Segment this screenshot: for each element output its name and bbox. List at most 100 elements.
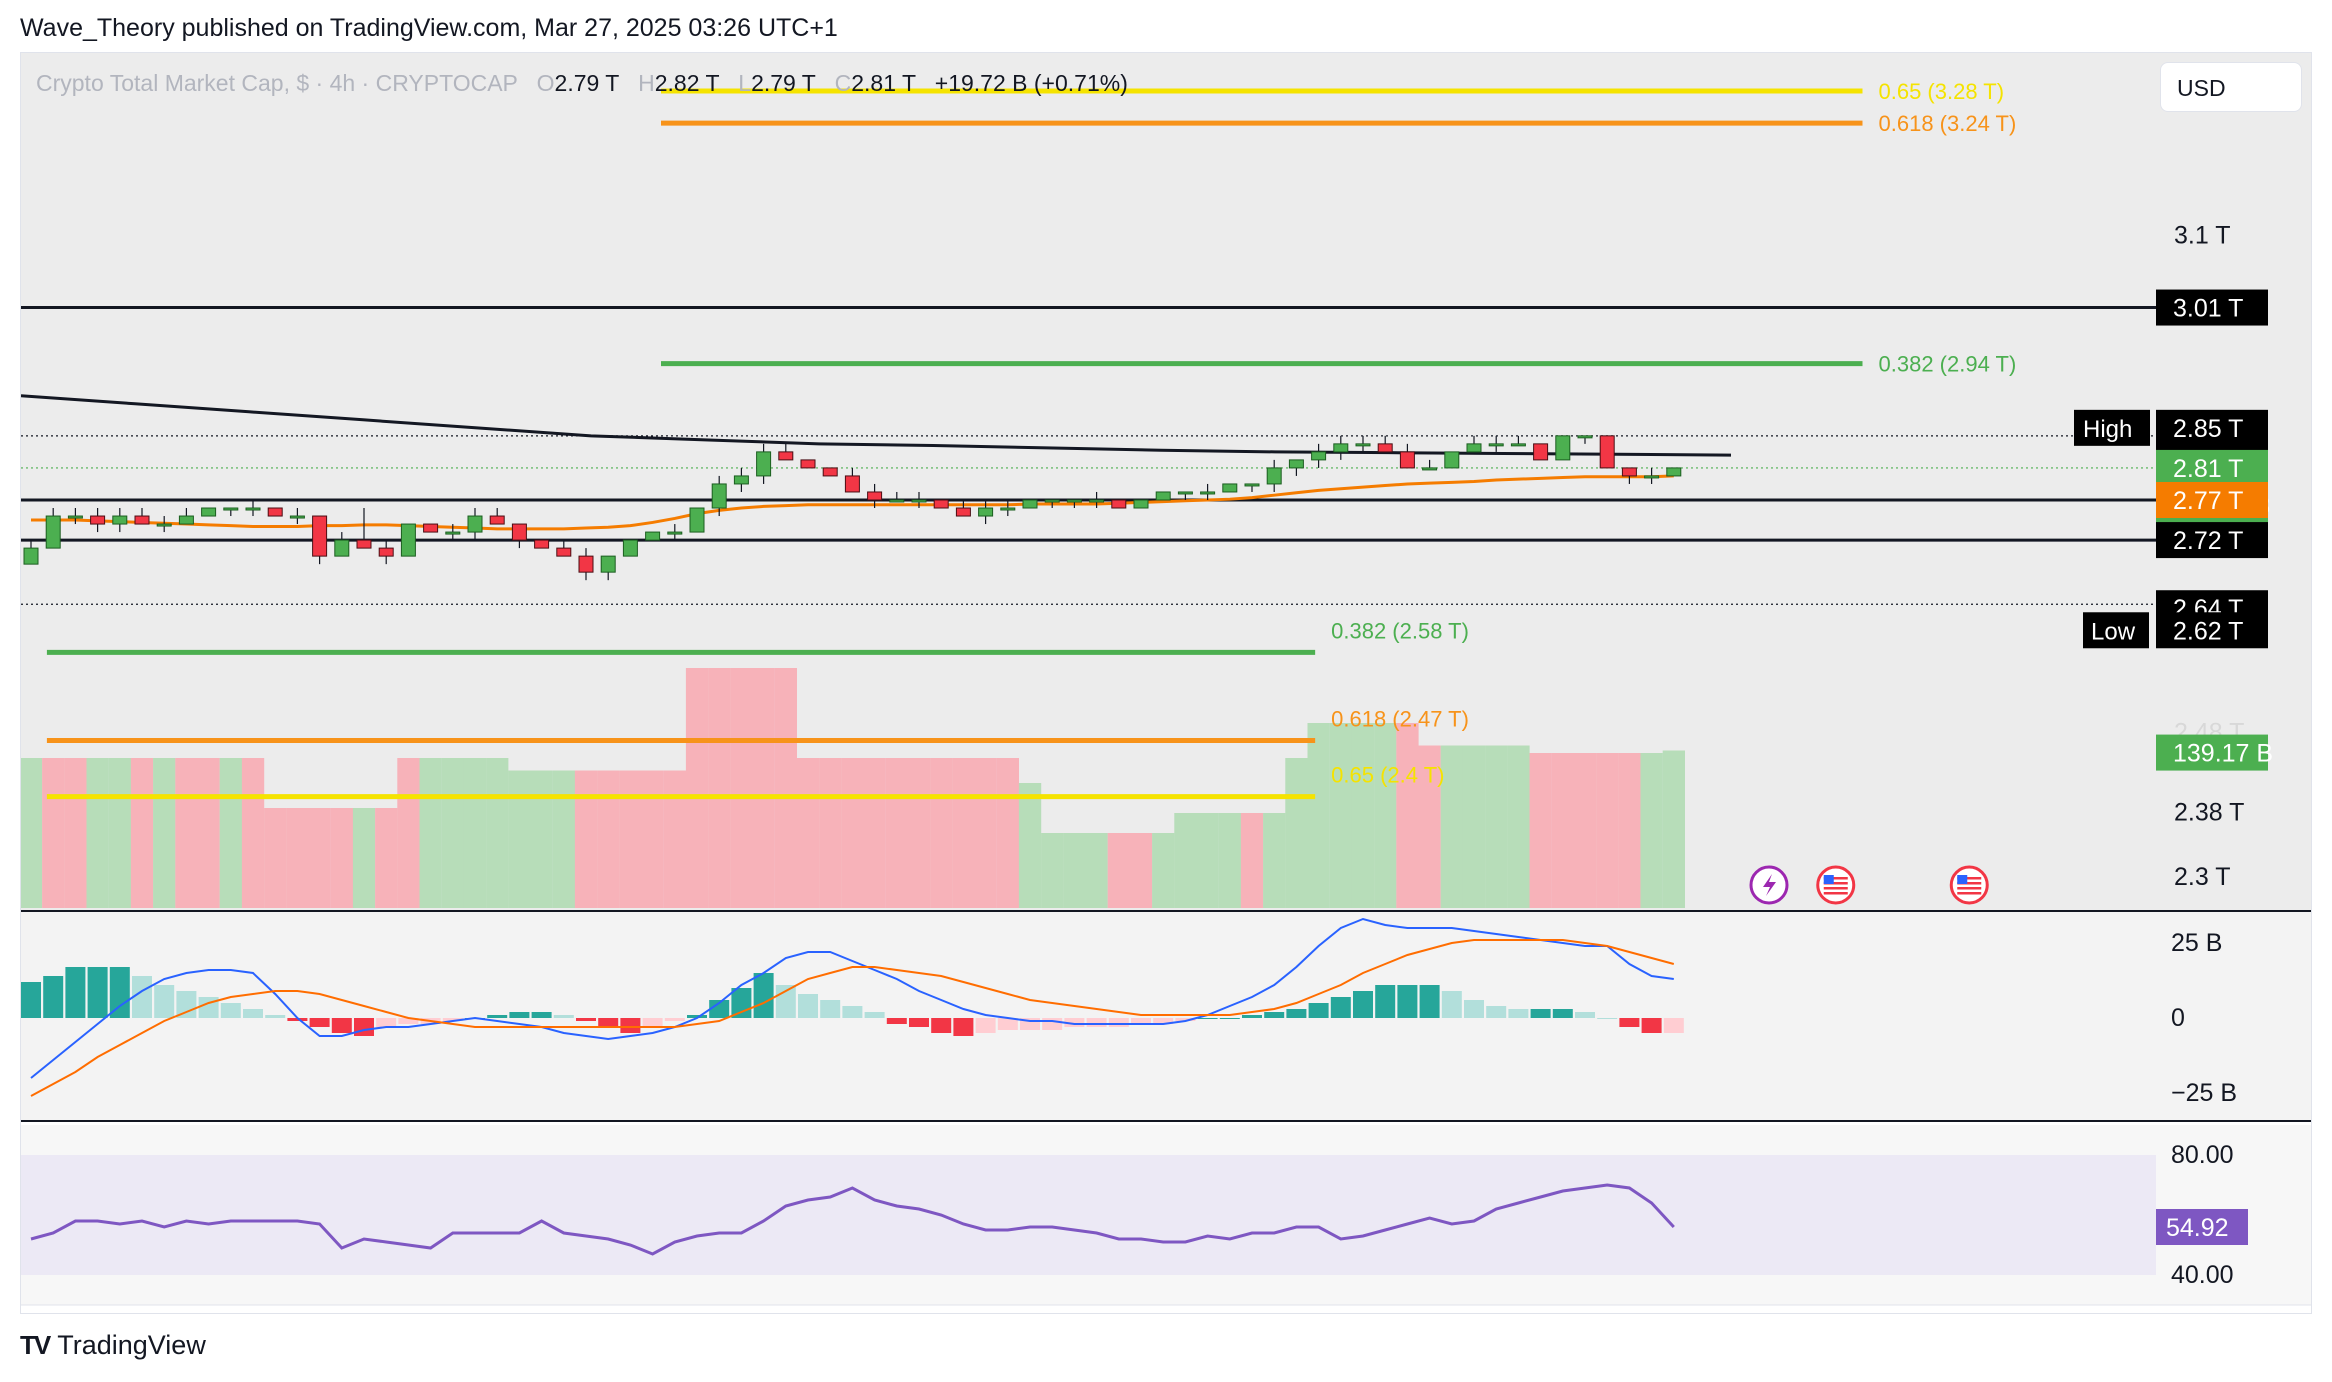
candle-body	[1466, 443, 1482, 453]
price-chart[interactable]: 0.65 (3.28 T) 0.618 (3.24 T) 0.382 (2.94 T…	[21, 53, 2311, 1313]
flag-stripe	[1957, 887, 1982, 890]
candle-body	[1577, 435, 1593, 439]
candle-body	[822, 467, 838, 477]
footer-brand: TradingView	[57, 1330, 206, 1360]
price-tag-label: Low	[2091, 618, 2136, 645]
macd-histogram-bar	[1264, 1012, 1285, 1018]
volume-bar	[508, 770, 531, 908]
rsi-axis-tick: 40.00	[2171, 1261, 2234, 1289]
volume-bar	[486, 758, 509, 908]
candle-body	[1044, 499, 1060, 503]
us-flag-icon	[1816, 865, 1856, 905]
candle-body	[778, 451, 794, 461]
candle-body	[90, 515, 106, 525]
close-value: 2.81 T	[851, 70, 916, 96]
candle-body	[1599, 435, 1615, 469]
volume-bar	[1218, 813, 1241, 908]
macd-histogram-bar	[1242, 1015, 1262, 1018]
publish-line: Wave_Theory published on TradingView.com…	[20, 14, 838, 42]
macd-histogram-bar	[753, 973, 774, 1018]
candle-body	[1000, 507, 1016, 511]
candle-body	[800, 459, 816, 469]
volume-bar	[1329, 723, 1352, 908]
price-label: 3.01 T	[2173, 295, 2243, 323]
macd-histogram-bar	[1619, 1018, 1640, 1027]
change-value: +19.72 B (+0.71%)	[934, 70, 1128, 96]
candle-body	[445, 531, 461, 535]
volume-bar	[1174, 813, 1197, 908]
macd-histogram-bar	[1397, 985, 1418, 1018]
volume-bar	[241, 758, 265, 908]
currency-button[interactable]: USD	[2160, 62, 2302, 112]
macd-histogram-bar	[1219, 1018, 1240, 1019]
candle-body	[1155, 491, 1171, 501]
macd-histogram-bar	[220, 1003, 241, 1018]
candle-body	[911, 499, 927, 503]
candle-body	[889, 499, 905, 503]
volume-bar	[1418, 745, 1441, 908]
macd-histogram-bar	[553, 1015, 574, 1018]
candle-body	[756, 451, 772, 477]
volume-bar	[1129, 833, 1153, 908]
symbol-name[interactable]: Crypto Total Market Cap, $ · 4h · CRYPTO…	[36, 70, 518, 96]
flag-stripe	[1823, 892, 1848, 895]
macd-histogram-bar	[1131, 1018, 1151, 1024]
candle-body	[955, 507, 971, 517]
candle-body	[578, 555, 594, 573]
macd-histogram-bar	[487, 1015, 508, 1018]
close-label: C	[834, 70, 852, 96]
candle-body	[134, 515, 150, 525]
volume-bar	[1462, 745, 1486, 908]
volume-bar	[1573, 753, 1597, 908]
macd-histogram-bar	[1552, 1009, 1573, 1018]
volume-bar	[286, 808, 309, 908]
volume-bar	[1107, 833, 1130, 908]
volume-bar	[1307, 723, 1330, 908]
candle-body	[1244, 483, 1260, 487]
candle-body	[844, 475, 860, 493]
macd-histogram-bar	[1286, 1009, 1307, 1018]
macd-histogram-bar	[109, 967, 130, 1018]
volume-bar	[352, 808, 376, 908]
fib-level-label: 0.618 (3.24 T)	[1879, 111, 2017, 136]
candle-body	[67, 515, 83, 519]
volume-bar	[863, 758, 886, 908]
price-label: 2.77 T	[2173, 487, 2243, 515]
open-value: 2.79 T	[554, 70, 619, 96]
candle-body	[1510, 443, 1526, 447]
price-label: 2.62 T	[2173, 617, 2243, 645]
macd-histogram-bar	[87, 967, 108, 1018]
volume-bar	[308, 808, 331, 908]
macd-histogram-bar	[1086, 1018, 1107, 1027]
ema-line	[31, 474, 1674, 531]
candle-body	[1444, 451, 1460, 469]
flag-stripe	[1823, 877, 1848, 880]
macd-histogram-bar	[132, 976, 152, 1018]
flag-stripe	[1823, 882, 1848, 885]
volume-bar	[330, 808, 353, 908]
macd-histogram-bar	[864, 1012, 885, 1018]
macd-histogram-bar	[1064, 1018, 1085, 1027]
macd-histogram-bar	[886, 1018, 907, 1024]
candle-body	[689, 507, 705, 533]
volume-bar	[1507, 745, 1530, 908]
volume-bar	[774, 668, 797, 908]
macd-histogram-bar	[1308, 1003, 1329, 1018]
candle-body	[45, 515, 61, 549]
candle-body	[1355, 443, 1371, 447]
chart-frame[interactable]: 0.65 (3.28 T) 0.618 (3.24 T) 0.382 (2.94 T…	[20, 52, 2312, 1314]
candle-body	[511, 523, 527, 541]
candle-body	[1288, 459, 1304, 469]
volume-bar	[1196, 813, 1219, 908]
candle-body	[1533, 443, 1549, 461]
macd-histogram-bar	[331, 1018, 352, 1033]
candle-body	[1422, 467, 1438, 471]
candle-body	[178, 515, 194, 525]
candle-body	[1022, 499, 1038, 509]
footer[interactable]: TV TradingView	[20, 1330, 206, 1361]
volume-bar	[375, 808, 398, 908]
price-label: 139.17 B	[2173, 740, 2273, 768]
macd-histogram-bar	[1353, 991, 1373, 1018]
candle-body	[312, 515, 328, 557]
volume-bar	[1041, 833, 1064, 908]
